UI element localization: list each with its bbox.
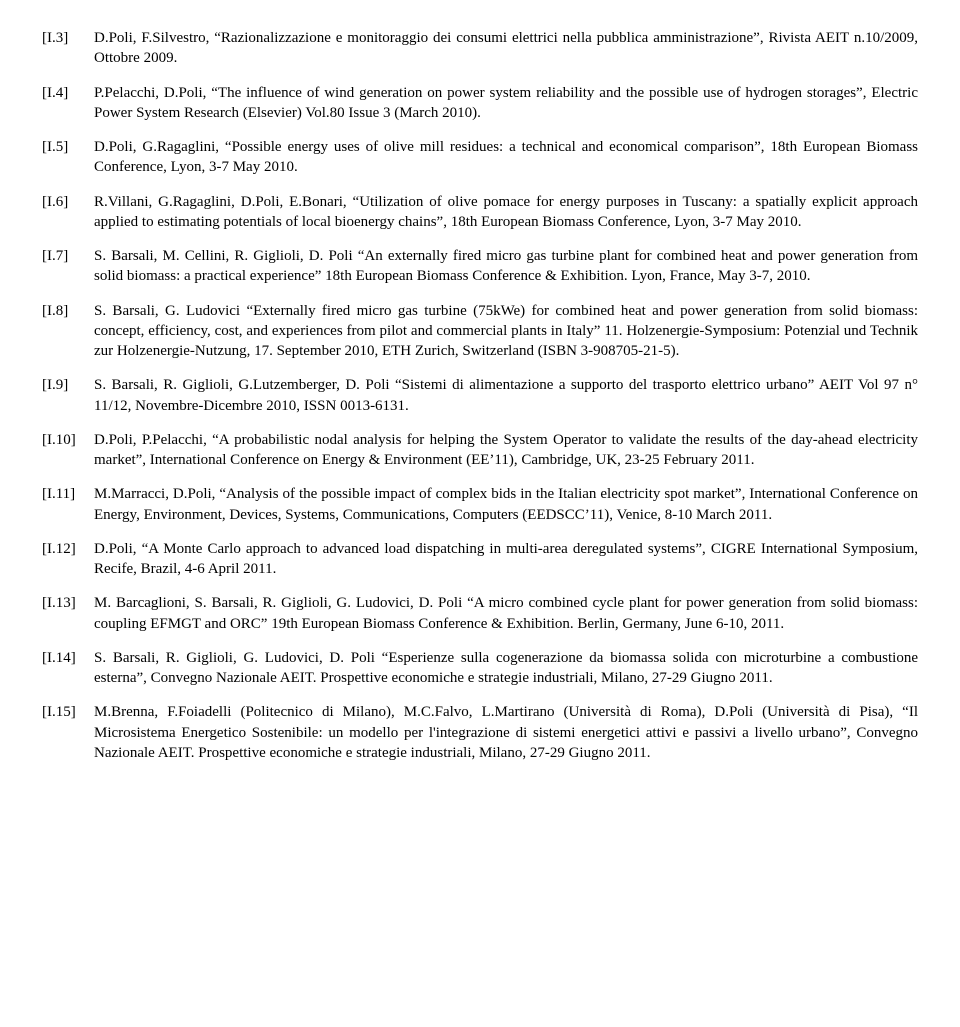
reference-item: [I.12]D.Poli, “A Monte Carlo approach to…	[42, 539, 918, 580]
reference-text: D.Poli, “A Monte Carlo approach to advan…	[94, 539, 918, 580]
reference-key: [I.7]	[42, 246, 94, 287]
reference-key: [I.4]	[42, 83, 94, 124]
reference-key: [I.5]	[42, 137, 94, 178]
reference-item: [I.6]R.Villani, G.Ragaglini, D.Poli, E.B…	[42, 192, 918, 233]
reference-item: [I.14]S. Barsali, R. Giglioli, G. Ludovi…	[42, 648, 918, 689]
reference-key: [I.6]	[42, 192, 94, 233]
reference-key: [I.14]	[42, 648, 94, 689]
reference-item: [I.8]S. Barsali, G. Ludovici “Externally…	[42, 301, 918, 362]
reference-text: R.Villani, G.Ragaglini, D.Poli, E.Bonari…	[94, 192, 918, 233]
reference-text: D.Poli, G.Ragaglini, “Possible energy us…	[94, 137, 918, 178]
reference-list: [I.3]D.Poli, F.Silvestro, “Razionalizzaz…	[42, 28, 918, 763]
reference-key: [I.13]	[42, 593, 94, 634]
reference-item: [I.5]D.Poli, G.Ragaglini, “Possible ener…	[42, 137, 918, 178]
reference-item: [I.9]S. Barsali, R. Giglioli, G.Lutzembe…	[42, 375, 918, 416]
reference-text: M.Brenna, F.Foiadelli (Politecnico di Mi…	[94, 702, 918, 763]
reference-key: [I.10]	[42, 430, 94, 471]
reference-item: [I.11]M.Marracci, D.Poli, “Analysis of t…	[42, 484, 918, 525]
reference-text: M. Barcaglioni, S. Barsali, R. Giglioli,…	[94, 593, 918, 634]
reference-item: [I.15]M.Brenna, F.Foiadelli (Politecnico…	[42, 702, 918, 763]
reference-item: [I.7]S. Barsali, M. Cellini, R. Giglioli…	[42, 246, 918, 287]
reference-key: [I.15]	[42, 702, 94, 763]
reference-text: P.Pelacchi, D.Poli, “The influence of wi…	[94, 83, 918, 124]
reference-item: [I.4]P.Pelacchi, D.Poli, “The influence …	[42, 83, 918, 124]
reference-item: [I.3]D.Poli, F.Silvestro, “Razionalizzaz…	[42, 28, 918, 69]
reference-text: S. Barsali, G. Ludovici “Externally fire…	[94, 301, 918, 362]
reference-key: [I.9]	[42, 375, 94, 416]
reference-text: D.Poli, F.Silvestro, “Razionalizzazione …	[94, 28, 918, 69]
reference-text: M.Marracci, D.Poli, “Analysis of the pos…	[94, 484, 918, 525]
reference-key: [I.8]	[42, 301, 94, 362]
reference-key: [I.12]	[42, 539, 94, 580]
reference-text: D.Poli, P.Pelacchi, “A probabilistic nod…	[94, 430, 918, 471]
reference-item: [I.13]M. Barcaglioni, S. Barsali, R. Gig…	[42, 593, 918, 634]
reference-key: [I.11]	[42, 484, 94, 525]
reference-text: S. Barsali, R. Giglioli, G. Ludovici, D.…	[94, 648, 918, 689]
reference-text: S. Barsali, M. Cellini, R. Giglioli, D. …	[94, 246, 918, 287]
reference-key: [I.3]	[42, 28, 94, 69]
reference-item: [I.10]D.Poli, P.Pelacchi, “A probabilist…	[42, 430, 918, 471]
reference-text: S. Barsali, R. Giglioli, G.Lutzemberger,…	[94, 375, 918, 416]
